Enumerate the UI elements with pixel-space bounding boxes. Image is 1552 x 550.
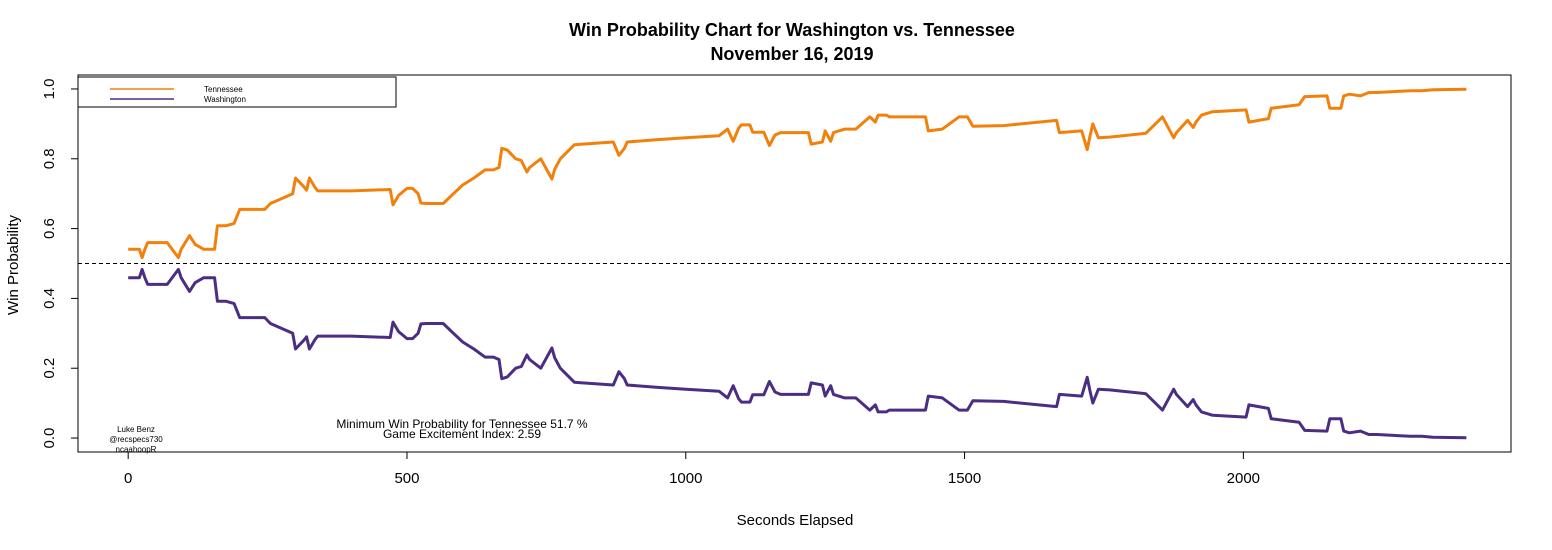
credit-package: ncaahoopR [116, 445, 157, 454]
chart-title: Win Probability Chart for Washington vs.… [569, 20, 1015, 40]
x-axis: 0 500 1000 1500 2000 [124, 451, 1260, 487]
y-tick-label: 1.0 [41, 79, 58, 100]
y-axis-label: Win Probability [5, 214, 22, 315]
legend: Tennessee Washington [77, 76, 397, 108]
chart-subtitle: November 16, 2019 [710, 44, 873, 64]
legend-label-tennessee: Tennessee [204, 85, 243, 94]
y-tick-label: 0.0 [41, 428, 58, 449]
series-line-washington [128, 267, 1467, 440]
x-tick-label: 1000 [669, 470, 702, 487]
y-tick-label: 0.8 [41, 148, 58, 169]
series-layer [128, 87, 1467, 440]
x-tick-label: 1500 [948, 470, 981, 487]
y-tick-label: 0.6 [41, 218, 58, 239]
x-tick-label: 2000 [1227, 470, 1260, 487]
x-tick-label: 500 [394, 470, 419, 487]
min-win-probability-note: Minimum Win Probability for Tennessee 51… [336, 417, 588, 431]
legend-label-washington: Washington [204, 95, 246, 104]
credit-author: Luke Benz [117, 425, 155, 434]
y-tick-label: 0.4 [41, 288, 58, 309]
x-tick-label: 0 [124, 470, 132, 487]
excitement-index-note: Game Excitement Index: 2.59 [383, 427, 541, 441]
x-axis-label: Seconds Elapsed [737, 512, 854, 529]
credit-handle: @recspecs730 [109, 435, 163, 444]
y-tick-label: 0.2 [41, 358, 58, 379]
y-axis: 0.0 0.2 0.4 0.6 0.8 1.0 [41, 79, 79, 449]
series-line-tennessee [128, 87, 1467, 260]
legend-box [77, 76, 397, 108]
